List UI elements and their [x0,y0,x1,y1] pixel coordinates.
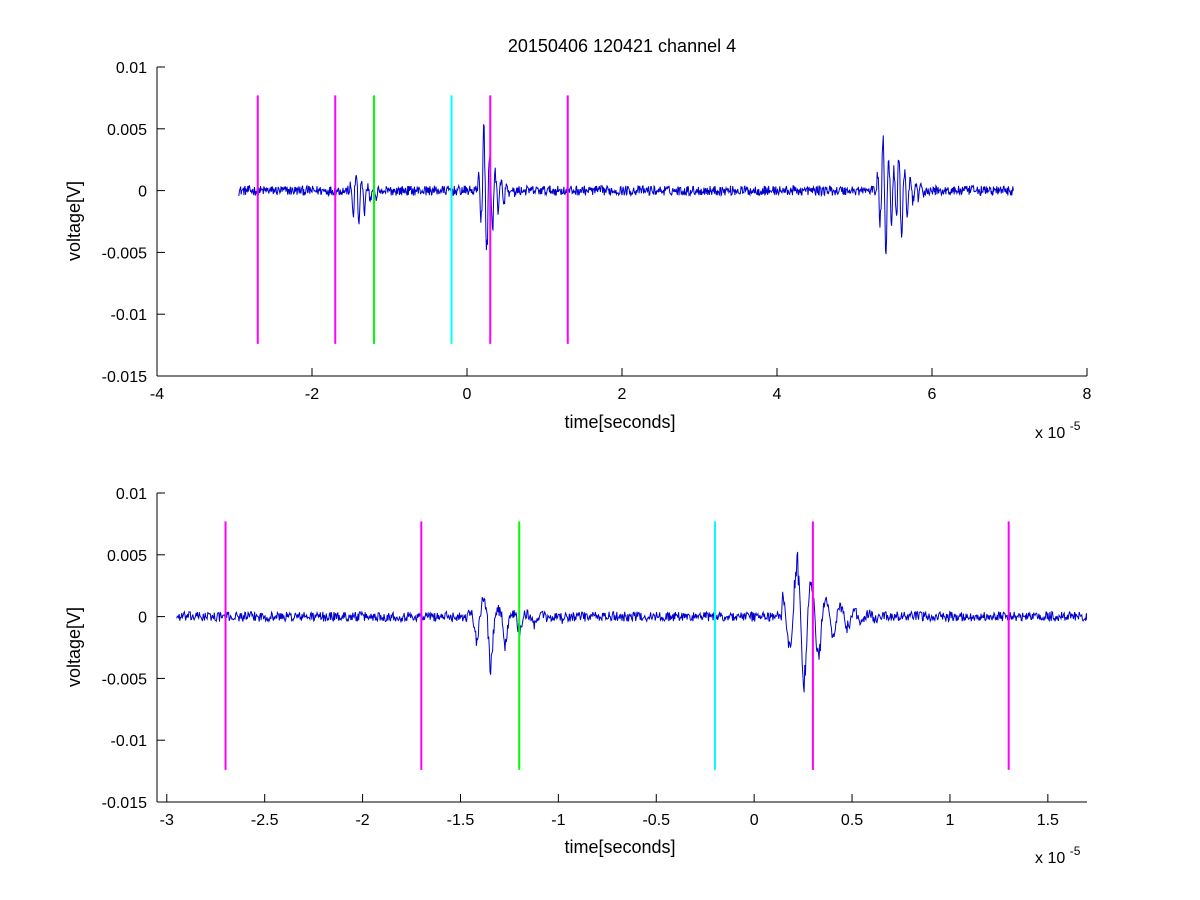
top-x-tick-label: 0 [463,386,472,403]
bottom-x-tick-label: -2 [355,812,369,829]
top-x-tick-label: -4 [150,386,164,403]
top-y-tick-label: -0.005 [102,245,147,262]
bottom-y-tick-label: 0.005 [107,548,147,565]
top-x-tick-label: 6 [928,386,937,403]
top-y-tick-label: 0.01 [116,60,147,77]
bottom-y-axis-label: voltage[V] [64,607,84,687]
top-x-tick-label: -2 [305,386,319,403]
top-plot-area: -4 -2 0 2 4 6 8 -0.015 -0.01 -0.005 0 0.005 0.01 [102,60,1092,403]
top-x-axis-label: time[seconds] [564,412,675,432]
top-y-axis-label: voltage[V] [64,181,84,261]
bottom-y-tick-label: -0.005 [102,671,147,688]
top-signal-trace [238,124,1014,255]
bottom-y-tick-label: -0.01 [111,733,148,750]
top-x-tick-label: 8 [1083,386,1092,403]
bottom-y-tick-label: 0 [138,610,147,627]
bottom-x-tick-label: 0 [750,812,759,829]
bottom-x-tick-label: 0.5 [841,812,863,829]
bottom-x-tick-label: -1.5 [447,812,475,829]
bottom-x-tick-label: 1 [945,812,954,829]
bottom-x-tick-label: -2.5 [251,812,279,829]
bottom-plot-area: -3 -2.5 -2 -1.5 -1 -0.5 0 0.5 1 1.5 -0.015 -0.01 -0.… [102,486,1087,829]
top-y-tick-label: 0 [138,184,147,201]
bottom-x-tick-label: -3 [160,812,174,829]
top-y-tick-label: -0.01 [111,307,148,324]
bottom-y-tick-label: 0.01 [116,486,147,503]
top-x-multiplier-base: x 10 [1035,425,1065,442]
chart-title: 20150406 120421 channel 4 [508,36,736,56]
bottom-x-tick-label: -0.5 [642,812,670,829]
bottom-x-tick-label: 1.5 [1037,812,1059,829]
bottom-x-multiplier-exponent: -5 [1070,844,1081,858]
bottom-x-multiplier-base: x 10 [1035,850,1065,867]
bottom-signal-trace [176,551,1087,693]
bottom-x-multiplier: x 10 -5 [1035,844,1081,867]
bottom-x-tick-label: -1 [551,812,565,829]
bottom-subplot: -3 -2.5 -2 -1.5 -1 -0.5 0 0.5 1 1.5 -0.015 -0.01 -0.… [64,486,1087,867]
top-y-tick-label: 0.005 [107,122,147,139]
bottom-y-tick-label: -0.015 [102,795,147,812]
bottom-x-axis-label: time[seconds] [564,837,675,857]
top-x-tick-label: 2 [618,386,627,403]
top-y-tick-label: -0.015 [102,369,147,386]
top-x-multiplier: x 10 -5 [1035,419,1081,442]
top-x-multiplier-exponent: -5 [1070,419,1081,433]
top-subplot: 20150406 120421 channel 4 -4 -2 0 2 4 6 8 -0.01… [64,36,1092,442]
top-x-tick-label: 4 [773,386,782,403]
